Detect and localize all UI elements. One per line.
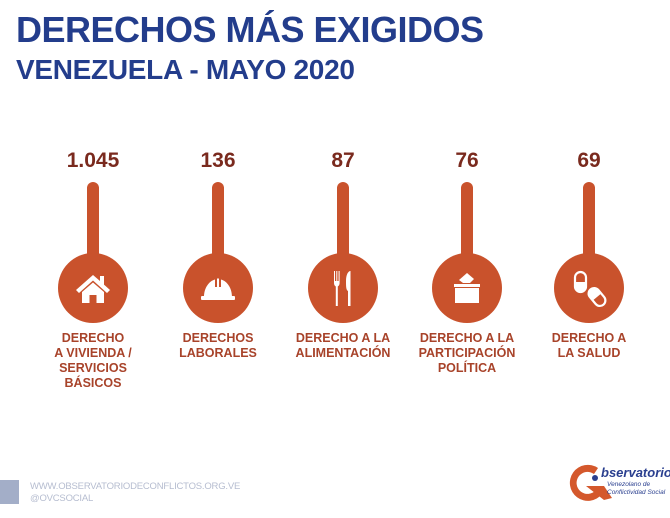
category-label-line: PARTICIPACIÓN <box>418 346 516 360</box>
lollipop-stem <box>212 182 224 262</box>
category-label-line: BÁSICOS <box>64 376 122 390</box>
value-label: 69 <box>577 149 601 172</box>
logo-subtext-line: Venezolano de <box>607 481 651 488</box>
value-label: 87 <box>331 149 355 172</box>
fork-knife-icon <box>321 266 365 310</box>
lollipop-circle <box>308 253 378 323</box>
category-label-line: DERECHO A LA <box>419 331 515 345</box>
lollipop-stem <box>461 182 473 262</box>
lollipop-circle <box>183 253 253 323</box>
logo-subtext: Venezolano de Conflictividad Social <box>607 481 667 497</box>
category-label-line: DERECHOS <box>182 331 254 345</box>
category-label-line: SERVICIOS <box>59 361 127 375</box>
category-label-line: POLÍTICA <box>437 361 497 375</box>
category-label: DERECHO A LA ALIMENTACIÓN <box>281 331 405 361</box>
hard-hat-icon <box>196 266 240 310</box>
category-label-line: LABORALES <box>179 346 257 360</box>
pills-icon <box>567 266 611 310</box>
category-label-line: DERECHO A <box>551 331 627 345</box>
website-link[interactable]: WWW.OBSERVATORIODECONFLICTOS.ORG.VE <box>30 481 241 492</box>
lollipop-circle <box>432 253 502 323</box>
lollipop-circle <box>58 253 128 323</box>
logo-text: bservatorio <box>601 465 670 480</box>
category-label-line: ALIMENTACIÓN <box>295 346 391 360</box>
ovcs-logo-icon <box>569 464 612 501</box>
social-handle[interactable]: @OVCSOCIAL <box>30 493 94 504</box>
page-title: DERECHOS MÁS EXIGIDOS <box>16 9 484 50</box>
category-label-line: DERECHO A LA <box>295 331 391 345</box>
category-label: DERECHO A LA SALUD <box>527 331 651 361</box>
footer-contact: WWW.OBSERVATORIODECONFLICTOS.ORG.VE @OVC… <box>30 481 240 505</box>
value-label: 136 <box>200 149 236 172</box>
logo-subtext-line: Conflictividad Social <box>607 489 666 496</box>
house-icon <box>71 266 115 310</box>
ballot-box-icon <box>445 266 489 310</box>
lollipop-circle <box>554 253 624 323</box>
category-label-line: DERECHO <box>61 331 125 345</box>
value-label: 76 <box>455 149 479 172</box>
lollipop-stem <box>583 182 595 262</box>
category-label-line: LA SALUD <box>557 346 621 360</box>
lollipop-stem <box>87 182 99 262</box>
lollipop-stem <box>337 182 349 262</box>
category-label: DERECHO A VIVIENDA / SERVICIOS BÁSICOS <box>31 331 155 391</box>
category-label: DERECHO A LA PARTICIPACIÓN POLÍTICA <box>405 331 529 376</box>
category-label: DERECHOS LABORALES <box>156 331 280 361</box>
page-subtitle: VENEZUELA - MAYO 2020 <box>16 54 355 85</box>
category-label-line: A VIVIENDA / <box>54 346 132 360</box>
footer-accent-square <box>0 480 19 504</box>
value-label: 1.045 <box>66 149 120 172</box>
